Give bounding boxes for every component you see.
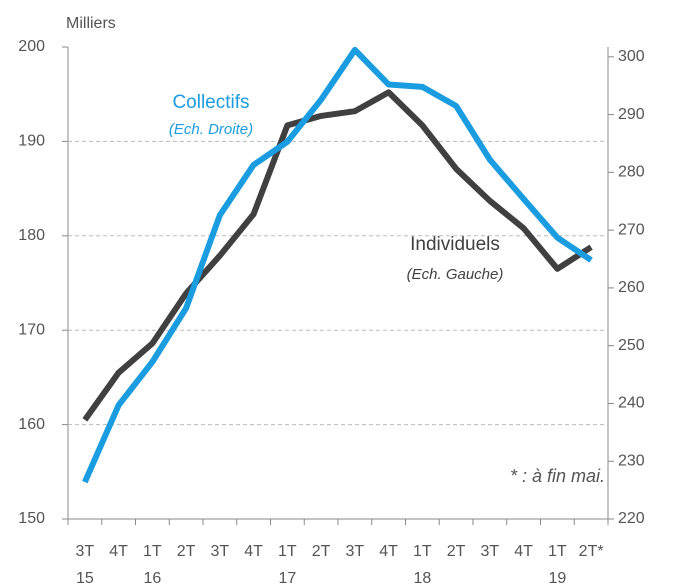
x-tick-label: 3T <box>481 543 500 560</box>
x-tick-label: 1T 16 <box>143 543 162 587</box>
x-tick-label: 1T 17 <box>278 543 297 587</box>
series-line <box>82 46 593 484</box>
y2-tick-label: 280 <box>618 164 645 181</box>
y-tick-label: 160 <box>18 416 45 433</box>
y-tick-label: 150 <box>18 510 45 527</box>
x-tick-label: 4T <box>379 543 398 560</box>
y2-tick-label: 260 <box>618 279 645 296</box>
y-tick-label: 170 <box>18 321 45 338</box>
series-label: Individuels <box>410 234 500 255</box>
x-tick-label: 2T <box>177 543 196 560</box>
y2-tick-label: 270 <box>618 221 645 238</box>
y-tick-label: 180 <box>18 227 45 244</box>
footnote: * : à fin mai. <box>510 466 605 486</box>
x-tick-label: 3T <box>211 543 230 560</box>
y2-tick-label: 290 <box>618 106 645 123</box>
unit-label: Milliers <box>66 15 116 32</box>
series-label: Collectifs <box>172 92 249 113</box>
x-tick-label: 4T <box>514 543 533 560</box>
y-tick-label: 200 <box>18 38 45 55</box>
y2-tick-label: 240 <box>618 395 645 412</box>
x-tick-label: 2T* <box>579 543 604 560</box>
y2-tick-label: 300 <box>618 48 645 65</box>
y2-tick-label: 230 <box>618 452 645 469</box>
x-tick-label: 2T <box>312 543 331 560</box>
x-tick-label: 1T 19 <box>548 543 567 587</box>
y2-tick-label: 220 <box>618 510 645 527</box>
y2-tick-label: 250 <box>618 337 645 354</box>
series-note: (Ech. Gauche) <box>407 266 504 283</box>
x-tick-label: 2T <box>447 543 466 560</box>
y-tick-label: 190 <box>18 133 45 150</box>
x-tick-label: 4T <box>244 543 263 560</box>
series-note: (Ech. Droite) <box>169 121 253 138</box>
x-tick-label: 3T 15 <box>76 543 95 587</box>
x-tick-label: 4T <box>109 543 128 560</box>
series-line <box>82 89 593 422</box>
x-tick-label: 1T 18 <box>413 543 432 587</box>
x-tick-label: 3T <box>346 543 365 560</box>
